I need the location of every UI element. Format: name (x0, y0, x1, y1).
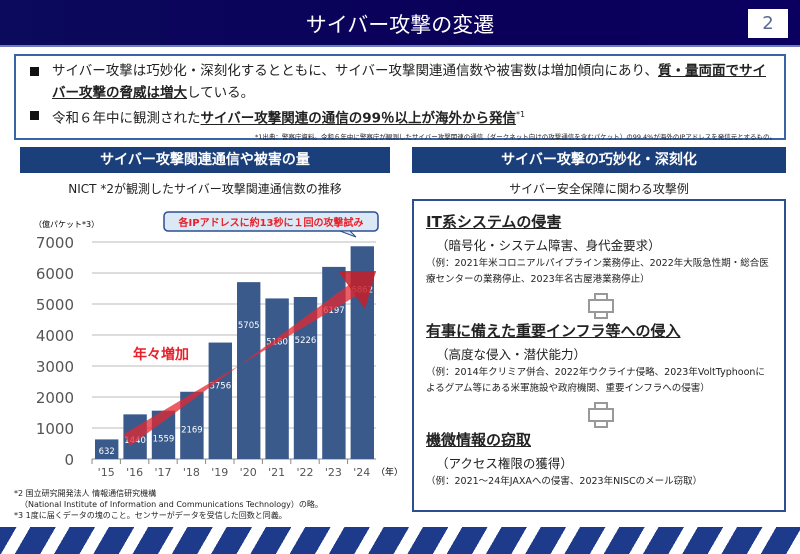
summary-note: *1出典：警察庁資料。令和６年中に警察庁が観測したサイバー攻撃関連の通信（ダーク… (254, 132, 776, 141)
footnote-3: *3 1度に届くデータの塊のこと。センサーがデータを受信した回数と同義。 (14, 511, 287, 520)
x-tick-label: '19 (211, 466, 228, 479)
text: 令和６年中に観測された (52, 110, 201, 127)
y-tick-label: 6000 (36, 265, 74, 283)
item-description: （暗号化・システム障害、身代金要求） (436, 238, 661, 253)
item-example: （例：2014年クリミア併合、2022年ウクライナ侵略、2023年VoltTyp… (426, 367, 765, 394)
item-title: IT系システムの侵害 (426, 213, 562, 231)
footer-stripes (0, 527, 800, 554)
bar-chart: （億パケット*3） （年） 0 1000 2000 3000 4000 5000 6000 7… (34, 211, 400, 479)
x-axis-label: （年） (376, 466, 400, 478)
bar (237, 282, 261, 459)
item-example: （例：2021年米コロニアルパイプライン業務停止、2022年大阪急性期・総合医療… (426, 258, 769, 285)
item-title: 機微情報の窃取 (426, 431, 532, 449)
item-description: （高度な侵入・潜伏能力） (436, 347, 587, 362)
y-axis-label: （億パケット*3） (34, 219, 99, 229)
data-label: 2169 (181, 426, 203, 436)
item-description: （アクセス権限の獲得） (436, 456, 573, 471)
x-tick-label: '20 (240, 466, 257, 479)
summary-bullet-1: サイバー攻撃は巧妙化・深刻化するとともに、サイバー攻撃関連通信数や被害数は増加傾… (24, 60, 776, 104)
plus-icon (587, 401, 614, 428)
bar (265, 298, 289, 459)
x-tick-label: '21 (268, 466, 285, 479)
attack-examples-box: IT系システムの侵害 （暗号化・システム障害、身代金要求） （例：2021年米コ… (412, 199, 786, 512)
x-tick-label: '23 (325, 466, 342, 479)
y-tick-label: 7000 (36, 234, 74, 252)
data-label: 5705 (238, 321, 260, 331)
emphasis: 質・量両面でサイバー攻撃の脅威は増大 (52, 63, 767, 101)
callout: 各IPアドレスに約13秒に１回の攻撃試み (163, 211, 379, 238)
item-example: （例：2021～24年JAXAへの侵害、2023年NISCのメール窃取） (426, 476, 703, 487)
data-label: 6197 (323, 306, 345, 316)
arrow-label: 年々増加 (133, 346, 189, 363)
footnote-2-detail: （National Institute of Information and C… (20, 500, 323, 509)
y-tick-label: 5000 (36, 296, 74, 314)
y-tick-label: 2000 (36, 389, 74, 407)
x-tick-label: '24 (353, 466, 370, 479)
x-tick-label: '22 (296, 466, 313, 479)
bar (322, 266, 346, 459)
text: している。 (187, 85, 255, 101)
data-label: 5226 (295, 336, 317, 346)
callout-text: 各IPアドレスに約13秒に１回の攻撃試み (178, 216, 364, 229)
page-title: サイバー攻撃の変遷 (305, 13, 495, 37)
bar (293, 296, 318, 459)
summary-box: サイバー攻撃は巧妙化・深刻化するとともに、サイバー攻撃関連通信数や被害数は増加傾… (14, 54, 786, 141)
x-tick-label: '15 (98, 466, 115, 479)
y-tick-label: 3000 (36, 358, 74, 376)
bar (180, 391, 204, 459)
x-tick-label: '16 (126, 466, 143, 479)
right-subtitle: サイバー安全保障に関わる攻撃例 (509, 182, 689, 196)
right-section-heading: サイバー攻撃の巧妙化・深刻化 (412, 147, 786, 173)
bar (350, 246, 374, 459)
data-label: 1559 (153, 434, 175, 444)
chart-subtitle: NICT *2が観測したサイバー攻撃関連通信数の推移 (68, 182, 342, 196)
bar (208, 342, 232, 459)
text: サイバー攻撃は巧妙化・深刻化するとともに、サイバー攻撃関連通信数や被害数は増加傾… (52, 63, 659, 79)
bar (95, 439, 119, 459)
data-label: 632 (99, 447, 115, 457)
plus-icon (587, 292, 614, 319)
page-number: 2 (748, 9, 788, 38)
y-tick-label: 4000 (36, 327, 74, 345)
y-tick-label: 0 (64, 451, 74, 469)
item-title: 有事に備えた重要インフラ等への侵入 (426, 322, 681, 340)
left-section-heading: サイバー攻撃関連通信や被害の量 (20, 147, 390, 173)
footnote-ref: *1 (516, 110, 526, 119)
emphasis: サイバー攻撃関連の通信の99％以上が海外から発信 (200, 110, 517, 127)
data-label: 3756 (209, 382, 231, 392)
summary-bullet-2: 令和６年中に観測されたサイバー攻撃関連の通信の99％以上が海外から発信*1 (24, 104, 776, 130)
header-bar: サイバー攻撃の変遷 2 (0, 0, 800, 47)
x-tick-label: '17 (154, 466, 171, 479)
x-tick-label: '18 (183, 466, 200, 479)
footnote-2: *2 国立研究開発法人 情報通信研究機構 (14, 489, 157, 498)
y-tick-label: 1000 (36, 420, 74, 438)
trend-arrow (124, 271, 376, 446)
